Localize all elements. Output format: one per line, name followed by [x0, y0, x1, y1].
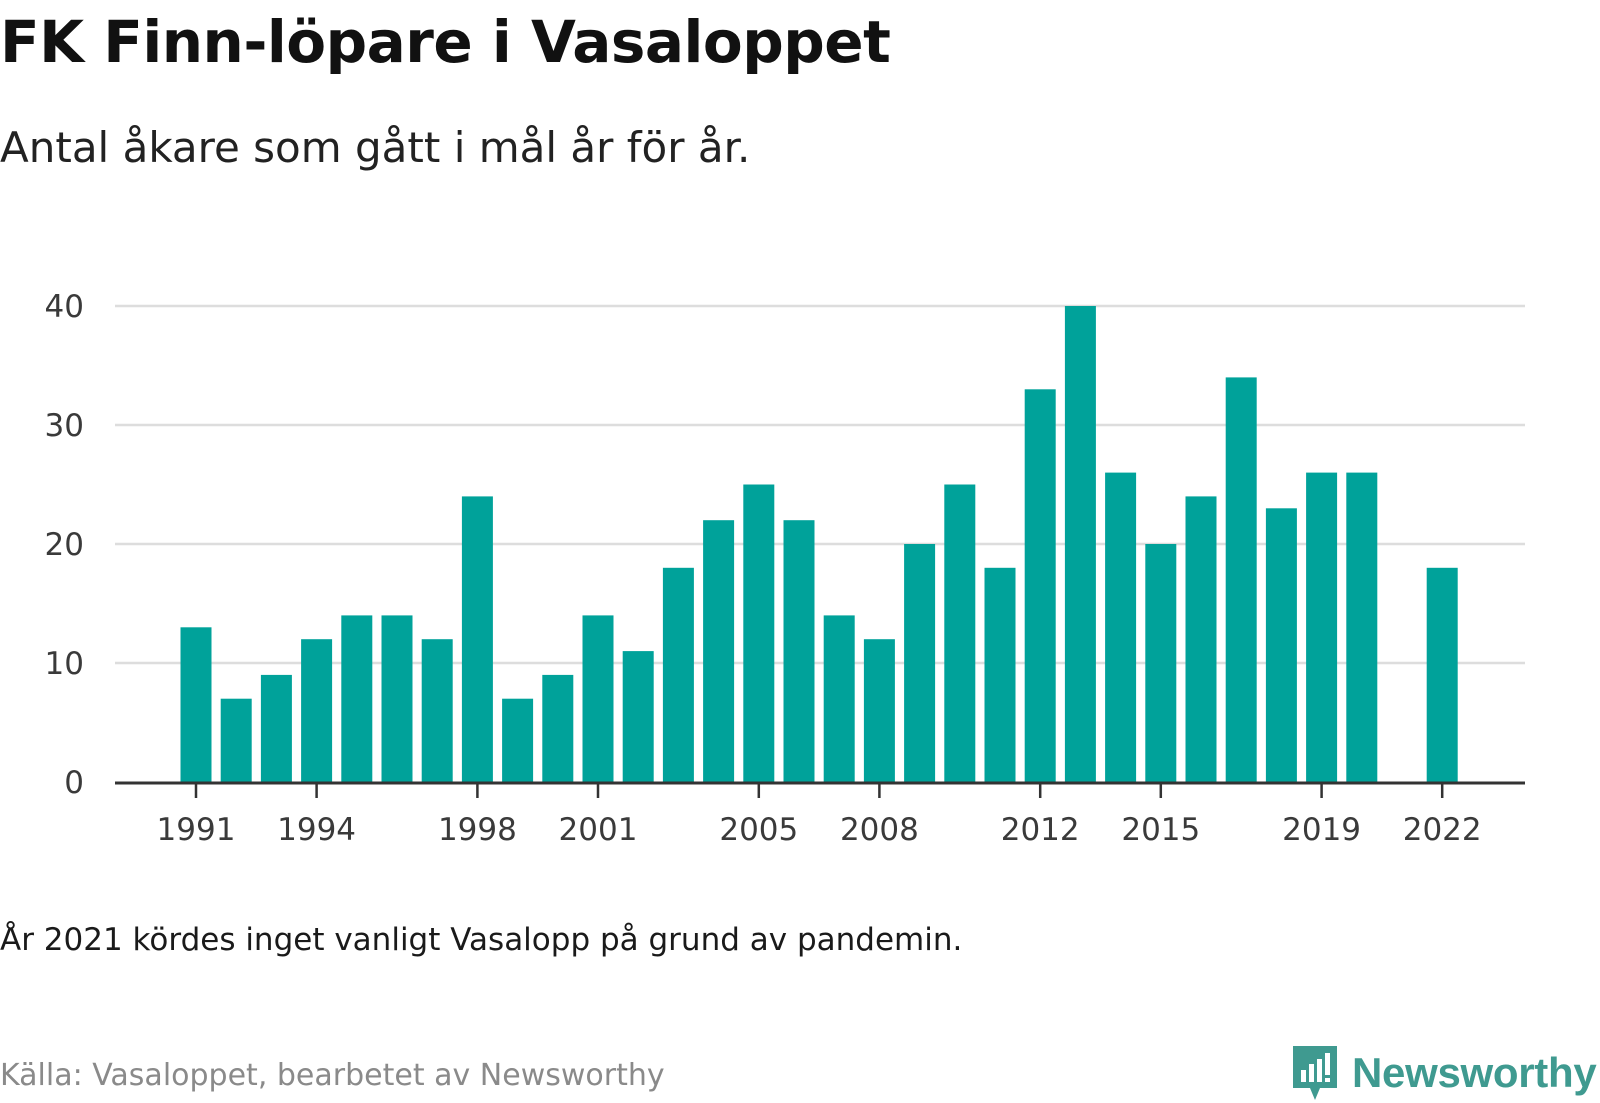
bar-1998	[461, 496, 493, 782]
bar-2012	[1024, 389, 1056, 782]
x-tick-label: 2001	[559, 812, 638, 848]
bar-2008	[863, 639, 895, 782]
bar-2013	[1064, 306, 1096, 782]
bar-2011	[984, 567, 1016, 782]
bar-2014	[1105, 472, 1137, 782]
newsworthy-logo: Newsworthy	[1290, 1043, 1597, 1103]
bar-2000	[542, 674, 574, 782]
chart-title: FK Finn-löpare i Vasaloppet	[0, 8, 891, 76]
bar-2004	[703, 520, 735, 782]
bar-2018	[1265, 508, 1297, 782]
bar-1999	[502, 698, 534, 782]
bar-2010	[944, 484, 976, 782]
bar-2002	[622, 651, 654, 782]
x-tick-label: 2015	[1121, 812, 1200, 848]
y-tick-label: 10	[45, 646, 84, 682]
bar-1995	[341, 615, 373, 782]
bar-2015	[1145, 544, 1177, 782]
y-tick-label: 0	[64, 765, 84, 801]
source-note: Källa: Vasaloppet, bearbetet av Newswort…	[0, 1058, 665, 1093]
bar-2003	[662, 567, 694, 782]
y-tick-label: 20	[45, 527, 84, 563]
x-tick-label: 2012	[1001, 812, 1080, 848]
x-tick-label: 2022	[1403, 812, 1482, 848]
x-tick-label: 2008	[840, 812, 919, 848]
x-tick-label: 2019	[1282, 812, 1361, 848]
footnote: År 2021 kördes inget vanligt Vasalopp på…	[0, 922, 963, 958]
bar-1993	[260, 674, 292, 782]
bar-1991	[180, 627, 212, 782]
newsworthy-logo-icon	[1293, 1046, 1337, 1100]
bar-chart: 0 10 20 30 40 1991 1994 1998 2001 2005 2008 2012 20…	[45, 289, 1525, 848]
bar-2009	[904, 544, 936, 782]
bar-1994	[301, 639, 333, 782]
bars	[180, 306, 1458, 782]
bar-1992	[220, 698, 252, 782]
bar-1996	[381, 615, 413, 782]
x-tick-label: 1998	[438, 812, 517, 848]
x-tick-label: 2005	[719, 812, 798, 848]
y-axis-labels: 0 10 20 30 40	[45, 289, 84, 801]
x-axis-labels: 1991 1994 1998 2001 2005 2008 2012 2015 2019 2022	[157, 812, 1482, 848]
x-tick-label: 1991	[157, 812, 236, 848]
x-axis	[115, 781, 1525, 798]
y-tick-label: 30	[45, 408, 84, 444]
bar-1997	[421, 639, 453, 782]
bar-2017	[1225, 377, 1257, 782]
bar-2020	[1346, 472, 1378, 782]
chart-subtitle: Antal åkare som gått i mål år för år.	[0, 123, 751, 172]
x-tick-label: 1994	[277, 812, 356, 848]
bar-2005	[743, 484, 775, 782]
newsworthy-logo-text: Newsworthy	[1352, 1049, 1597, 1096]
bar-2006	[783, 520, 815, 782]
y-tick-label: 40	[45, 289, 84, 325]
bar-2019	[1306, 472, 1338, 782]
bar-2022	[1426, 567, 1458, 782]
bar-2016	[1185, 496, 1217, 782]
bar-2007	[823, 615, 855, 782]
bar-2001	[582, 615, 614, 782]
